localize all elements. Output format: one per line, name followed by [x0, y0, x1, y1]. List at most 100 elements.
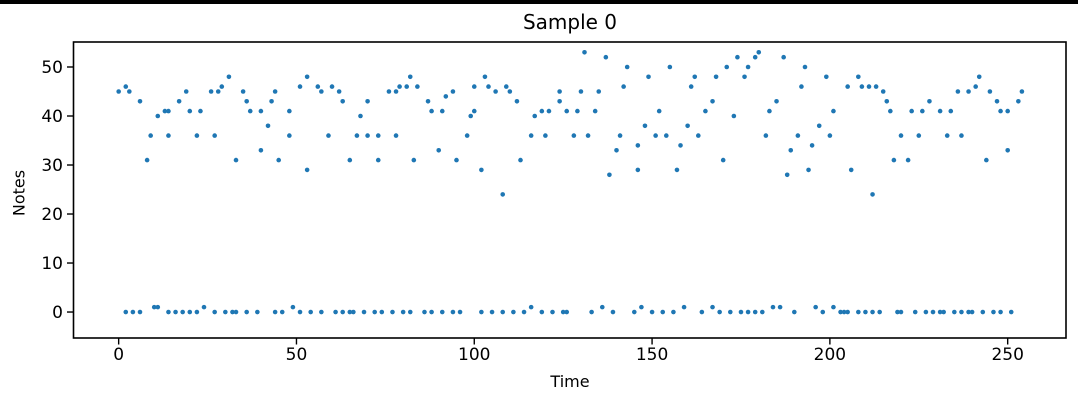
data-point: [450, 309, 456, 315]
data-point: [518, 157, 523, 163]
data-point: [720, 157, 726, 163]
data-point: [937, 309, 943, 315]
data-point: [269, 98, 274, 104]
data-point: [973, 84, 978, 89]
plot-border: [72, 41, 1067, 339]
data-point: [781, 54, 786, 60]
data-point: [351, 309, 356, 315]
data-point: [984, 157, 989, 163]
data-point: [788, 148, 794, 153]
data-point: [884, 98, 890, 104]
data-point: [528, 304, 534, 310]
data-point: [532, 113, 538, 119]
data-point: [173, 309, 178, 315]
data-point: [486, 84, 491, 89]
data-point: [671, 309, 676, 315]
data-point: [699, 309, 705, 315]
data-point: [998, 108, 1003, 114]
data-point: [614, 148, 619, 153]
data-point: [802, 64, 808, 70]
data-point: [646, 74, 651, 80]
data-point: [767, 108, 772, 114]
data-point: [144, 157, 150, 163]
data-point: [507, 89, 513, 94]
data-point: [692, 74, 698, 80]
data-point: [895, 309, 900, 315]
data-point: [838, 309, 843, 315]
data-point: [738, 309, 744, 315]
data-point: [137, 309, 143, 315]
data-point: [482, 74, 488, 80]
data-point: [176, 98, 182, 104]
data-point: [375, 157, 381, 163]
data-point: [365, 133, 370, 138]
data-point: [856, 309, 861, 315]
data-point: [276, 157, 281, 163]
data-point: [358, 113, 363, 119]
data-point: [916, 133, 922, 138]
data-point: [639, 304, 644, 310]
data-point: [166, 309, 171, 315]
data-point: [635, 143, 641, 148]
data-point: [663, 133, 669, 138]
data-point: [809, 143, 815, 148]
data-point: [631, 309, 637, 315]
data-point: [123, 309, 129, 315]
data-point: [422, 309, 427, 315]
data-point: [244, 98, 249, 104]
data-point: [194, 309, 200, 315]
data-point: [471, 84, 477, 89]
data-point: [425, 98, 431, 104]
data-point: [443, 94, 449, 99]
data-point: [845, 84, 850, 89]
data-point: [660, 309, 666, 315]
data-point: [1005, 108, 1010, 114]
data-point: [681, 304, 687, 310]
data-point: [870, 309, 875, 315]
data-point: [319, 309, 324, 315]
data-point: [279, 309, 285, 315]
data-point: [678, 143, 683, 148]
data-point: [792, 309, 797, 315]
data-point: [148, 133, 153, 138]
data-point: [304, 74, 310, 80]
y-axis-label: Notes: [9, 169, 29, 217]
data-point: [230, 309, 235, 315]
data-point: [920, 108, 925, 114]
data-point: [621, 84, 626, 89]
data-point: [500, 309, 506, 315]
data-point: [624, 64, 630, 70]
data-point: [888, 108, 893, 114]
data-point: [521, 309, 527, 315]
data-point: [856, 74, 861, 80]
data-point: [731, 113, 737, 119]
data-point: [784, 172, 790, 178]
data-point: [841, 309, 847, 315]
data-point: [215, 89, 221, 94]
data-point: [393, 89, 399, 94]
data-point: [575, 108, 580, 114]
x-tick-label: 0: [113, 345, 124, 365]
data-point: [827, 133, 833, 138]
data-point: [297, 309, 303, 315]
data-point: [813, 304, 818, 310]
data-point: [543, 133, 548, 138]
y-tick-label: 10: [41, 254, 63, 274]
data-point: [137, 98, 143, 104]
data-point: [198, 108, 203, 114]
data-point: [745, 64, 751, 70]
data-point: [696, 133, 701, 138]
data-point: [959, 309, 964, 315]
data-point: [272, 309, 278, 315]
data-point: [607, 172, 612, 178]
data-point: [735, 54, 740, 60]
data-point: [752, 309, 758, 315]
data-point: [265, 123, 271, 129]
data-point: [287, 133, 292, 138]
x-tick-label: 150: [636, 345, 668, 365]
data-point: [728, 309, 733, 315]
data-point: [923, 309, 929, 315]
data-point: [166, 108, 171, 114]
data-point: [333, 309, 338, 315]
